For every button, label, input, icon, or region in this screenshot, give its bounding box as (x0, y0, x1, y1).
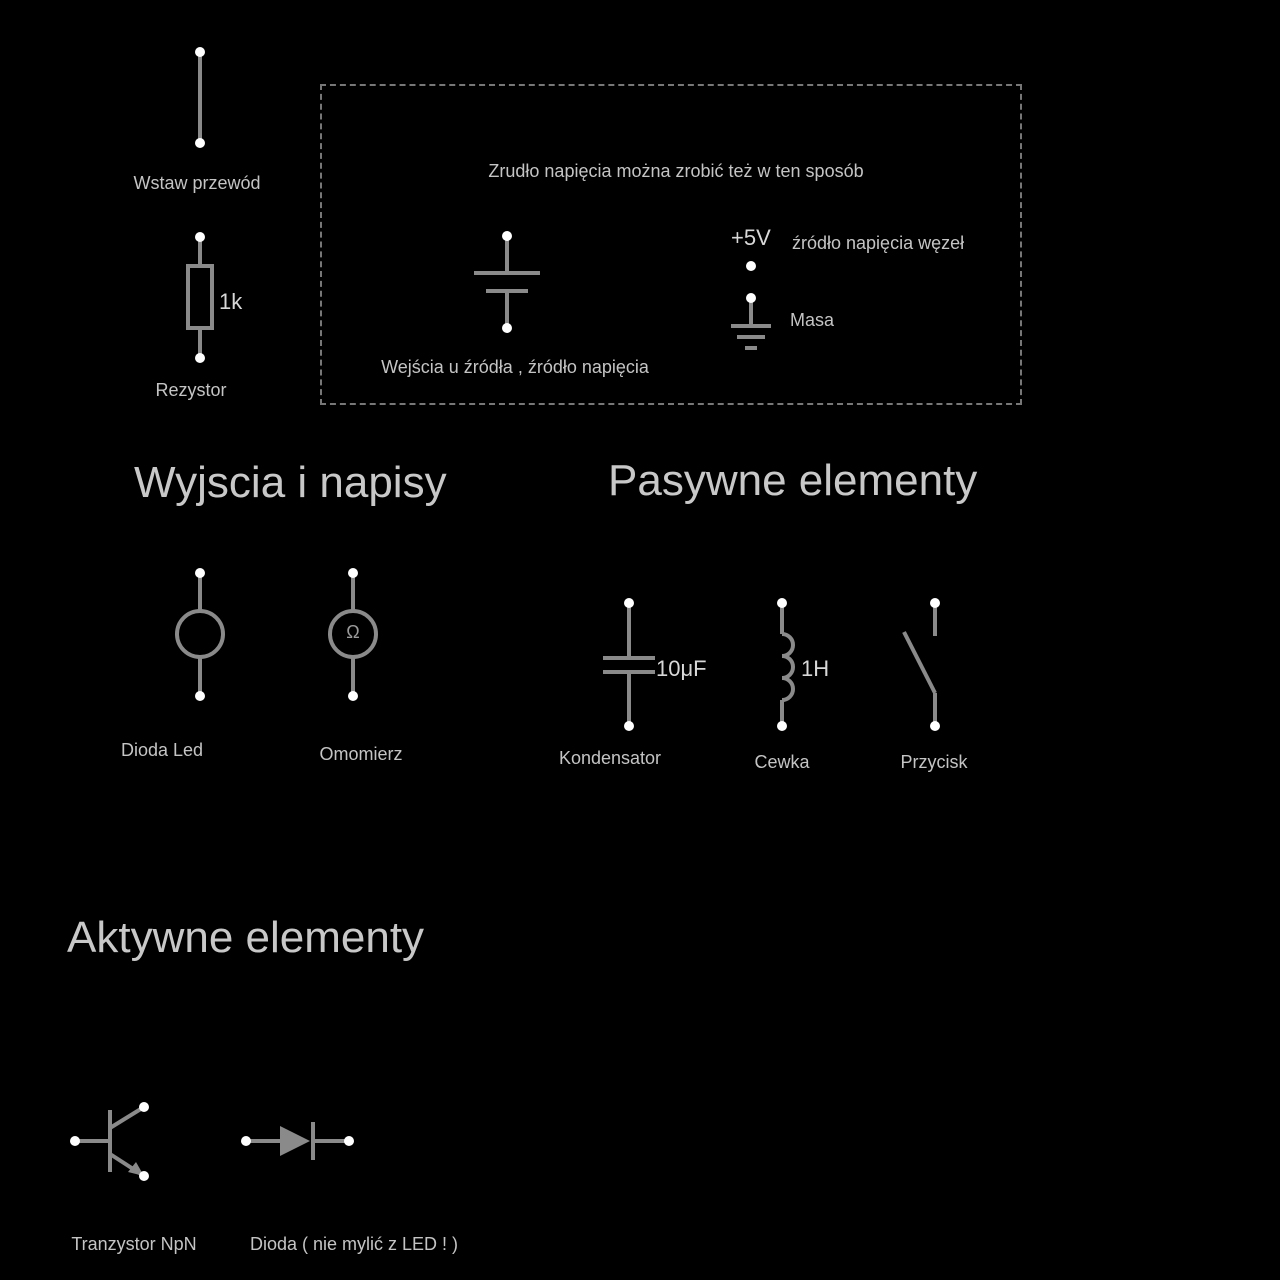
diode-symbol[interactable] (241, 1122, 354, 1160)
ground-symbol[interactable] (731, 293, 771, 350)
led-label: Dioda Led (120, 740, 204, 760)
resistor-value: 1k (219, 289, 243, 314)
passive-section-title: Pasywne elementy (608, 456, 978, 505)
inductor-label: Cewka (754, 752, 810, 772)
vcc-node-symbol[interactable] (746, 261, 756, 271)
voltage-source-note-box (320, 84, 1022, 405)
vcc-label: źródło napięcia węzeł (792, 233, 965, 253)
source-box-title: Zrudło napięcia można zrobić też w ten s… (488, 161, 864, 181)
ground-label: Masa (790, 310, 835, 330)
npn-transistor-symbol[interactable] (70, 1102, 149, 1181)
capacitor-value: 10μF (656, 656, 707, 681)
voltage-source-symbol[interactable] (474, 231, 540, 333)
voltage-source-label: Wejścia u źródła , źródło napięcia (381, 357, 649, 377)
led-symbol[interactable] (175, 568, 225, 701)
outputs-section-title: Wyjscia i napisy (134, 458, 447, 507)
switch-symbol[interactable] (902, 598, 940, 731)
wire-symbol[interactable] (195, 47, 205, 148)
ohm-symbol: Ω (346, 622, 360, 642)
active-section-title: Aktywne elementy (67, 913, 425, 962)
diode-label: Dioda ( nie mylić z LED ! ) (249, 1234, 459, 1254)
resistor-symbol[interactable] (186, 232, 214, 363)
ohmmeter-symbol[interactable] (328, 568, 378, 701)
vcc-value: +5V (731, 225, 771, 250)
capacitor-label: Kondensator (558, 748, 662, 768)
transistor-label: Tranzystor NpN (71, 1234, 197, 1254)
wire-label: Wstaw przewód (133, 173, 261, 193)
switch-label: Przycisk (900, 752, 968, 772)
inductor-value: 1H (801, 656, 830, 681)
ohmmeter-label: Omomierz (319, 744, 403, 764)
inductor-symbol[interactable] (777, 598, 795, 731)
capacitor-symbol[interactable] (603, 598, 655, 731)
resistor-label: Rezystor (155, 380, 227, 400)
